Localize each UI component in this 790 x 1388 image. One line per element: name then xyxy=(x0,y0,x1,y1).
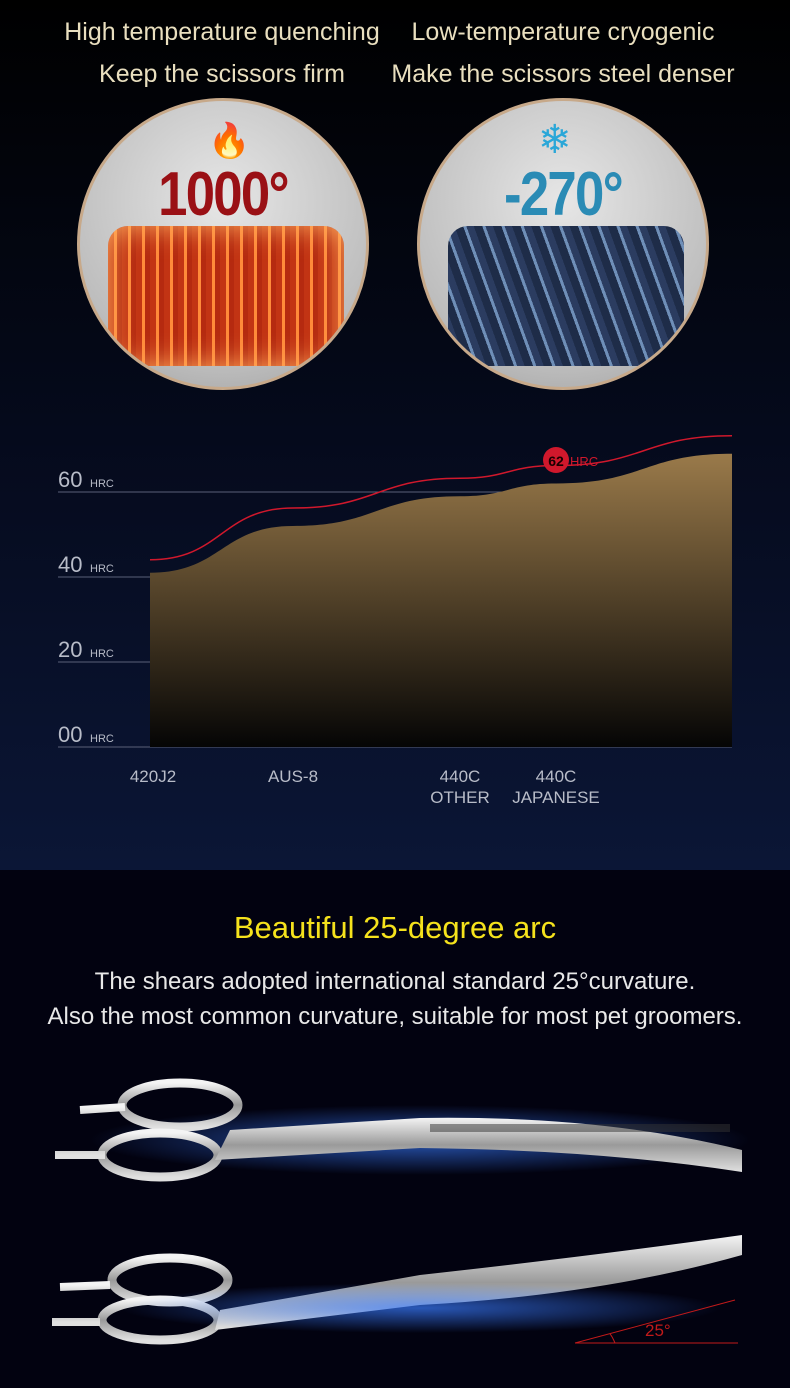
left-subtitle: Keep the scissors firm xyxy=(99,60,345,88)
highlight-marker xyxy=(543,447,569,473)
x-tick-label: OTHER xyxy=(430,788,490,807)
thinning-shears-bottom xyxy=(52,1235,742,1345)
hardness-line xyxy=(149,435,733,561)
angle-label: 25° xyxy=(645,1321,671,1340)
scissors-illustration: 25° xyxy=(52,1078,750,1345)
arc-description-2: Also the most common curvature, suitable… xyxy=(47,1003,743,1030)
hot-blades-image xyxy=(108,226,344,366)
arc-title: Beautiful 25-degree arc xyxy=(233,910,557,945)
hardness-area xyxy=(150,453,732,747)
right-title: Low-temperature cryogenic xyxy=(411,18,715,46)
y-tick-unit: HRC xyxy=(90,733,114,745)
x-tick-label: JAPANESE xyxy=(512,788,600,807)
angle-indicator xyxy=(574,1299,738,1344)
thinning-shears-top xyxy=(55,1078,742,1182)
y-tick-label: 00 xyxy=(58,722,82,747)
fire-icon: 🔥 xyxy=(208,122,251,160)
hardness-chart: 00 HRC 20 HRC 40 HRC 60 HRC 420J2 AUS-8 440C OTHER 4… xyxy=(58,435,733,807)
arc-description-1: The shears adopted international standar… xyxy=(94,968,696,995)
x-tick-label: AUS-8 xyxy=(268,767,318,786)
high-temperature: 1000° xyxy=(158,160,290,229)
y-tick-label: 60 xyxy=(58,467,82,492)
x-tick-label: 440C xyxy=(536,767,577,786)
highlight-value: 62 xyxy=(548,453,564,469)
cold-blades-image xyxy=(448,226,684,366)
snowflake-icon: ❄ xyxy=(538,118,572,162)
low-temperature: -270° xyxy=(503,160,624,229)
left-title: High temperature quenching xyxy=(64,18,380,46)
x-tick-label: 420J2 xyxy=(130,767,176,786)
right-subtitle: Make the scissors steel denser xyxy=(391,60,735,88)
y-tick-label: 40 xyxy=(58,552,82,577)
cryogenic-circle: ❄ -270° xyxy=(417,98,709,390)
y-tick-unit: HRC xyxy=(90,478,114,490)
y-tick-unit: HRC xyxy=(90,648,114,660)
y-tick-unit: HRC xyxy=(90,563,114,575)
y-tick-label: 20 xyxy=(58,637,82,662)
quenching-circle: 🔥 1000° xyxy=(77,98,369,390)
highlight-unit: HRC xyxy=(570,454,598,469)
x-tick-label: 440C xyxy=(440,767,481,786)
